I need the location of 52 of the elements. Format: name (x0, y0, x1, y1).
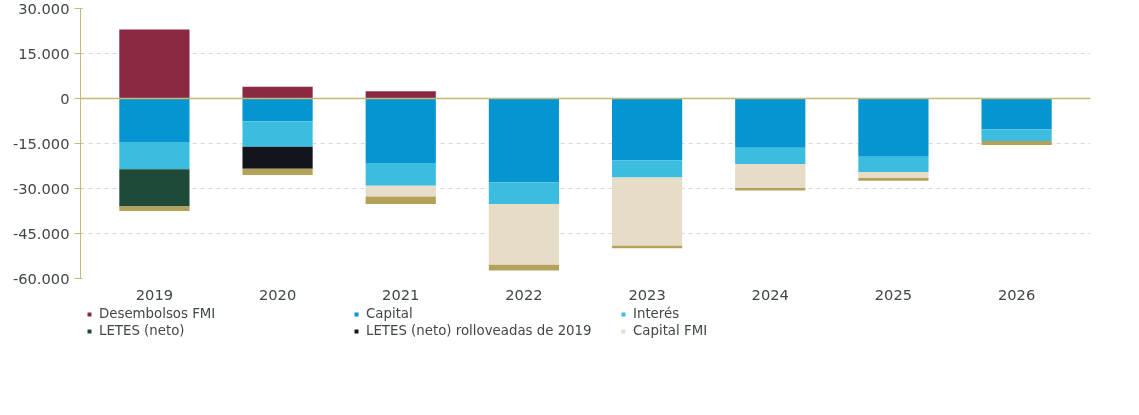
legend-label: Capital FMI (633, 323, 709, 338)
bar (611, 177, 683, 246)
bar (981, 98, 1052, 130)
bar (858, 156, 929, 172)
bar (242, 121, 313, 147)
bar (735, 147, 806, 164)
y-tick-label: -60.000 (12, 269, 70, 287)
x-tick-label: 2020 (258, 285, 297, 303)
y-tick-label: -30.000 (12, 179, 70, 197)
bar (242, 98, 313, 122)
legend-label: Desembolsos FMI (99, 306, 217, 321)
bar (119, 169, 190, 207)
bar (735, 98, 806, 148)
x-tick-label: 2019 (135, 285, 174, 303)
legend-label: Capital (366, 306, 414, 321)
y-tick-label: -15.000 (12, 134, 70, 152)
bar (119, 206, 190, 211)
bar (488, 182, 560, 205)
x-tick-label: 2026 (997, 285, 1036, 303)
x-tick-label: 2025 (874, 285, 913, 303)
bar (119, 29, 190, 99)
x-tick-label: 2023 (628, 285, 666, 303)
bar (242, 86, 313, 99)
y-tick-label: 15.000 (18, 44, 70, 62)
bar (365, 98, 436, 163)
legend-label: Interés (633, 306, 681, 321)
bar (365, 196, 436, 205)
bar (858, 98, 929, 157)
bar (858, 178, 929, 181)
y-tick-label: 30.000 (18, 0, 70, 17)
bar (242, 146, 313, 169)
y-tick-label: -45.000 (12, 224, 70, 242)
bar (981, 141, 1052, 145)
y-tick-label: 0 (60, 89, 70, 107)
x-tick-label: 2021 (382, 285, 420, 303)
legend-label: LETES (neto) rolloveadas de 2019 (366, 323, 593, 338)
bar (365, 163, 436, 186)
x-tick-label: 2022 (505, 285, 543, 303)
bar (365, 185, 436, 197)
bar (735, 163, 806, 188)
bar (981, 129, 1052, 142)
legend-label: LETES (neto) (99, 323, 186, 338)
bar (119, 142, 190, 170)
bar (735, 187, 806, 191)
bar (611, 160, 683, 178)
x-tick-label: 2024 (751, 285, 789, 303)
bar (611, 98, 683, 161)
bar (488, 204, 560, 265)
bar (858, 172, 929, 178)
bar (242, 168, 313, 175)
bar (119, 98, 190, 142)
bar (488, 98, 560, 183)
